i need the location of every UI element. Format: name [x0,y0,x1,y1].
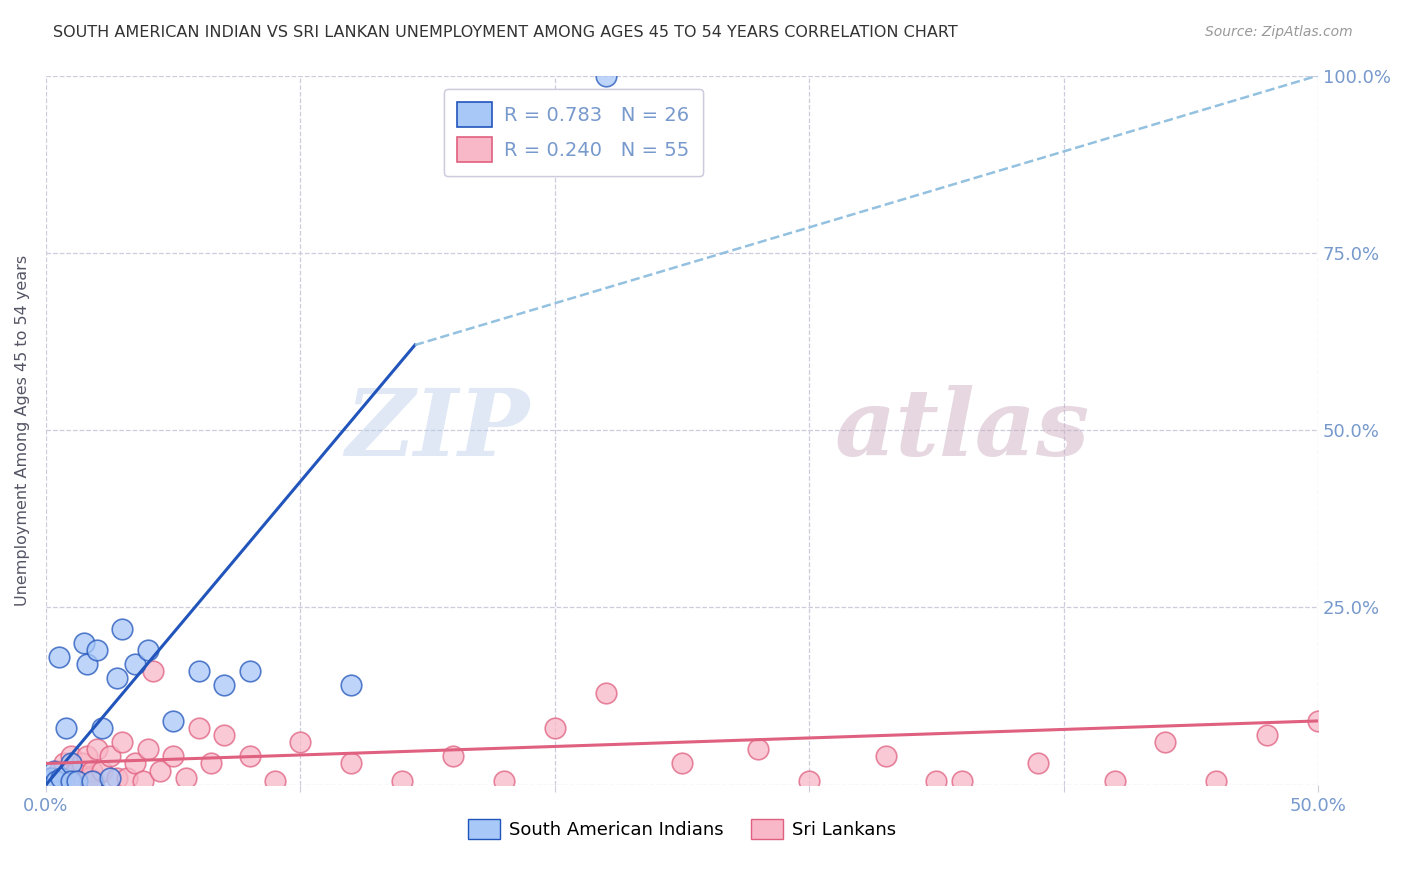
Point [174,771,197,785]
Point [105,672,128,686]
Point [340,678,363,692]
Point [86,643,108,657]
Point [238,665,260,679]
Point [131,774,153,789]
Point [105,771,128,785]
Point [117,771,139,785]
Point [162,714,184,728]
Point [86,742,108,756]
Point [1104,774,1126,789]
Point [35,774,58,789]
Point [1154,735,1177,749]
Point [187,721,209,735]
Point [238,749,260,764]
Point [595,69,617,83]
Point [42,774,65,789]
Y-axis label: Unemployment Among Ages 45 to 54 years: Unemployment Among Ages 45 to 54 years [15,254,30,606]
Point [142,665,165,679]
Point [51,771,73,785]
Point [55,771,77,785]
Point [149,764,172,778]
Point [58,774,80,789]
Point [925,774,948,789]
Point [391,774,413,789]
Text: Source: ZipAtlas.com: Source: ZipAtlas.com [1205,25,1353,39]
Point [98,749,121,764]
Point [799,774,821,789]
Point [136,742,159,756]
Point [76,657,98,672]
Point [77,771,100,785]
Point [83,774,105,789]
Point [595,685,617,699]
Text: atlas: atlas [835,385,1090,475]
Point [65,764,87,778]
Point [48,650,70,665]
Point [73,636,96,650]
Point [80,764,103,778]
Point [290,735,312,749]
Point [60,774,83,789]
Point [875,749,897,764]
Point [35,774,58,789]
Point [136,643,159,657]
Point [124,756,146,771]
Point [441,749,464,764]
Point [91,721,114,735]
Point [187,665,209,679]
Point [1308,714,1330,728]
Point [65,774,87,789]
Point [111,735,134,749]
Point [39,771,62,785]
Point [91,764,114,778]
Point [264,774,287,789]
Point [124,657,146,672]
Point [200,756,222,771]
Point [55,721,77,735]
Point [1205,774,1227,789]
Point [76,749,98,764]
Point [212,728,235,742]
Point [39,771,62,785]
Text: ZIP: ZIP [344,385,530,475]
Point [45,774,67,789]
Point [492,774,515,789]
Point [73,774,96,789]
Point [1256,728,1278,742]
Point [48,764,70,778]
Point [52,756,75,771]
Point [950,774,973,789]
Point [60,756,83,771]
Text: SOUTH AMERICAN INDIAN VS SRI LANKAN UNEMPLOYMENT AMONG AGES 45 TO 54 YEARS CORRE: SOUTH AMERICAN INDIAN VS SRI LANKAN UNEM… [53,25,957,40]
Point [42,764,65,778]
Point [67,774,90,789]
Point [63,771,86,785]
Point [98,771,121,785]
Point [212,678,235,692]
Point [111,622,134,636]
Legend: R = 0.783   N = 26, R = 0.240   N = 55: R = 0.783 N = 26, R = 0.240 N = 55 [444,89,703,176]
Point [1026,756,1049,771]
Point [80,774,103,789]
Point [162,749,184,764]
Point [671,756,693,771]
Point [747,742,769,756]
Point [544,721,567,735]
Point [51,774,73,789]
Point [60,749,83,764]
Point [340,756,363,771]
Point [70,756,93,771]
